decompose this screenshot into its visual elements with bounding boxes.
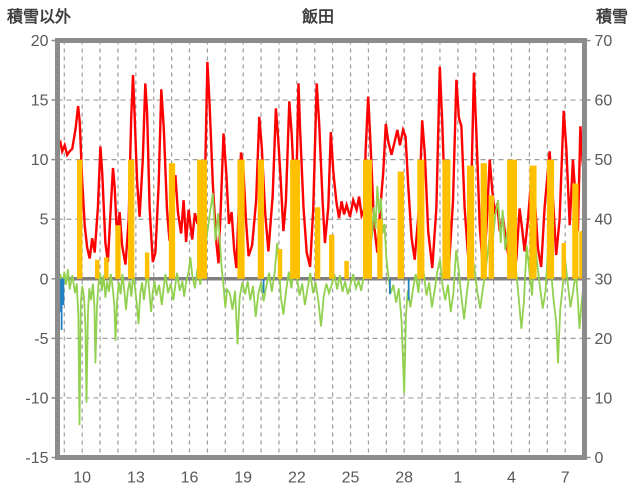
- plot-frame: [55, 38, 587, 460]
- yellow-bars-bar: [329, 234, 335, 279]
- yellow-bars-bar: [546, 159, 555, 279]
- y-left-tick-label: 15: [31, 93, 49, 110]
- yellow-bars-bar: [466, 165, 475, 279]
- series-yellow-bars: [76, 159, 585, 279]
- yellow-bars-bar: [128, 159, 135, 279]
- yellow-bars-bar: [144, 252, 150, 279]
- yellow-bars-bar: [561, 243, 566, 279]
- y-left-tick-label: -15: [25, 450, 48, 467]
- yellow-bars-bar: [377, 219, 383, 279]
- series-group: [57, 61, 585, 458]
- yellow-bars-bar: [397, 171, 404, 279]
- blue-bars-bar: [62, 278, 65, 305]
- yellow-bars-bar: [363, 159, 372, 279]
- blue-bars-bar: [262, 278, 265, 294]
- yellow-bars-bar: [572, 183, 579, 279]
- yellow-bars-bar: [257, 159, 265, 279]
- yellow-bars-bar: [417, 159, 425, 279]
- yellow-bars-bar: [76, 159, 83, 279]
- red-line: [57, 61, 585, 277]
- y-right-tick-label: 10: [595, 390, 613, 407]
- right-axis-title: 積雪: [595, 9, 628, 26]
- chart-title: 飯田: [301, 9, 334, 26]
- series-green-line: [57, 185, 585, 426]
- yellow-bars-bar: [480, 163, 487, 279]
- yellow-bars-bar: [442, 159, 451, 279]
- blue-bars-bar: [388, 278, 391, 295]
- yellow-bars-bar: [237, 159, 245, 279]
- yellow-bars-bar: [314, 207, 321, 279]
- x-tick-label: 10: [73, 470, 91, 487]
- yellow-bars-bar: [104, 257, 109, 279]
- x-tick-label: 28: [395, 470, 413, 487]
- y-right-tick-label: 50: [595, 152, 613, 169]
- blue-bars-bar: [407, 278, 410, 301]
- series-red-line: [57, 61, 585, 277]
- y-left-tick-label: 5: [40, 212, 49, 229]
- yellow-bars-bar: [290, 159, 300, 279]
- x-tick-label: 1: [453, 470, 462, 487]
- yellow-bars-bar: [277, 249, 283, 279]
- left-axis-title: 積雪以外: [7, 9, 72, 26]
- y-left-tick-label: 20: [31, 33, 49, 50]
- y-left-tick-label: -10: [25, 390, 48, 407]
- y-right-tick-label: 70: [595, 33, 613, 50]
- blue-bars-bar: [59, 278, 61, 313]
- green-line: [57, 185, 585, 426]
- yellow-bars-bar: [507, 159, 517, 279]
- x-tick-label: 7: [561, 470, 570, 487]
- x-tick-label: 25: [342, 470, 360, 487]
- yellow-bars-bar: [529, 165, 537, 279]
- x-tick-label: 16: [181, 470, 199, 487]
- y-right-tick-label: 20: [595, 331, 613, 348]
- y-right-tick-label: 30: [595, 271, 613, 288]
- yellow-bars-bar: [344, 260, 349, 279]
- y-right-tick-label: 40: [595, 212, 613, 229]
- yellow-bars-bar: [94, 259, 100, 279]
- blue-bars-bar: [60, 278, 63, 331]
- x-tick-label: 4: [507, 470, 516, 487]
- y-left-tick-label: 10: [31, 152, 49, 169]
- y-left-tick-label: -5: [34, 331, 48, 348]
- y-right-tick-label: 0: [595, 450, 604, 467]
- yellow-bars-bar: [197, 159, 207, 279]
- yellow-bars-bar: [579, 231, 585, 279]
- y-right-tick-label: 60: [595, 93, 613, 110]
- x-tick-label: 19: [234, 470, 252, 487]
- x-tick-label: 13: [127, 470, 145, 487]
- yellow-bars-bar: [488, 195, 494, 279]
- yellow-bars-bar: [168, 163, 176, 279]
- x-tick-label: 22: [288, 470, 306, 487]
- y-left-tick-label: 0: [40, 271, 49, 288]
- yellow-bars-bar: [115, 225, 121, 279]
